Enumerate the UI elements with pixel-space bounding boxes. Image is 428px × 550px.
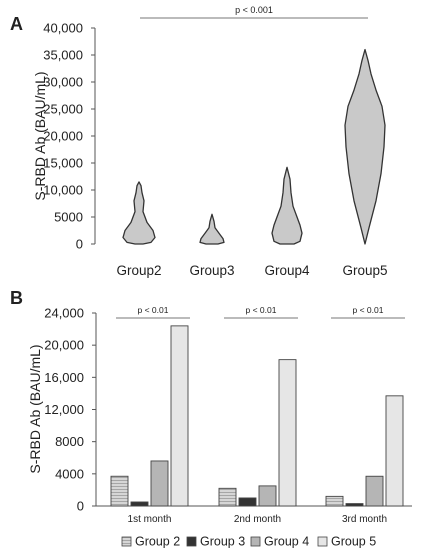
legend-swatch-group-3 [186,536,197,547]
y-tick-label: 40,000 [43,21,83,36]
y-tick-label: 16,000 [44,370,84,385]
legend-label: Group 2 [135,535,180,549]
y-tick-label: 0 [77,499,84,514]
violin-group4 [271,166,303,245]
y-tick-label: 8000 [55,434,84,449]
bar-group-4-1 [258,485,277,507]
panel-a-violins [122,48,386,245]
y-tick-label: 12,000 [44,402,84,417]
x-tick-label: Group5 [342,263,387,278]
x-tick-label: Group3 [189,263,234,278]
y-tick-label: 30,000 [43,75,83,90]
bar-group-5-2 [385,395,404,507]
panel-b-y-axis-label: S-RBD Ab (BAU/mL) [27,344,43,473]
y-tick-label: 0 [76,237,83,252]
panel-b-significance: p < 0.01 p < 0.01 p < 0.01 [116,305,405,319]
panel-a-significance: p < 0.001 [140,5,368,19]
y-tick-label: 35,000 [43,48,83,63]
panel-b-bars [110,325,404,507]
x-tick-label: 3rd month [342,514,387,525]
y-tick-label: 20,000 [44,338,84,353]
significance-label: p < 0.01 [353,305,384,315]
y-tick-label: 24,000 [44,306,84,321]
bar-group-2-2 [325,495,344,507]
bar-group-3-0 [130,501,149,507]
bar-group-2-0 [110,475,129,507]
panel-a-y-axis: 0 5000 10,000 15,000 20,000 25,000 30,000 35,00… [43,21,96,252]
legend-swatch-group-5 [317,536,328,547]
bar-group-4-0 [150,460,169,507]
legend-swatch-group-2 [121,536,132,547]
panel-b-x-tick-labels: 1st month 2nd month 3rd month [128,514,387,525]
y-tick-label: 25,000 [43,102,83,117]
bar-group-5-1 [278,359,297,507]
panel-b-y-axis: 0 4000 8000 12,000 16,000 20,000 24,000 [44,306,412,514]
violin-group2 [122,181,156,245]
panel-a-y-axis-label: S-RBD Ab (BAU/mL) [32,71,48,200]
legend-label: Group 4 [264,535,309,549]
legend-label: Group 3 [200,535,245,549]
panel-b-label: B [10,288,23,308]
y-tick-label: 20,000 [43,129,83,144]
panel-a: A p < 0.001 S-RBD Ab (BAU/mL) 0 5000 10,00… [10,5,388,278]
significance-label: p < 0.01 [246,305,277,315]
x-tick-label: 2nd month [234,514,281,525]
y-tick-label: 4000 [55,466,84,481]
y-tick-label: 15,000 [43,156,83,171]
x-tick-label: Group2 [116,263,161,278]
bar-group-2-1 [218,487,237,507]
x-tick-label: 1st month [128,514,172,525]
panel-a-x-tick-labels: Group2 Group3 Group4 Group5 [116,263,387,278]
legend-swatch-group-4 [250,536,261,547]
significance-label: p < 0.001 [235,5,273,15]
y-tick-label: 10,000 [43,183,83,198]
violin-group5 [344,48,386,245]
panel-b-legend: Group 2 Group 3 Group 4 Group 5 [121,535,376,549]
y-tick-label: 5000 [54,210,83,225]
significance-label: p < 0.01 [138,305,169,315]
x-tick-label: Group4 [264,263,310,278]
panel-a-label: A [10,14,23,34]
bar-group-3-1 [238,497,257,507]
bar-group-3-2 [345,503,364,507]
bar-group-5-0 [170,325,189,507]
violin-group3 [199,213,225,245]
legend-label: Group 5 [331,535,376,549]
bar-group-4-2 [365,475,384,507]
panel-b: B S-RBD Ab (BAU/mL) 0 4000 8000 12,000 16,00… [10,288,412,549]
